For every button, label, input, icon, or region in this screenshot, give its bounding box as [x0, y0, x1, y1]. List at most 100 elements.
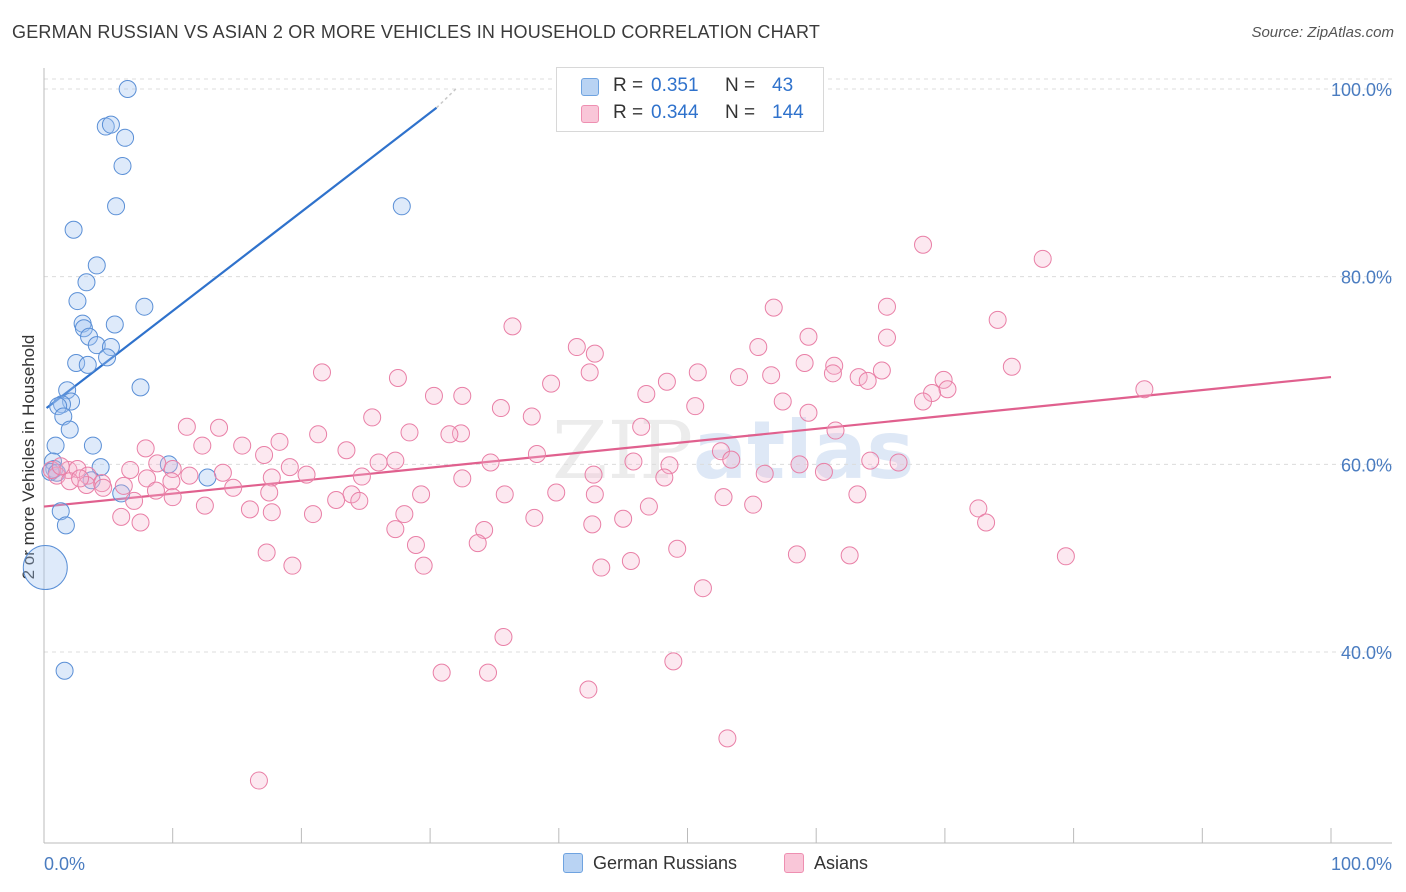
- asian-point: [849, 368, 868, 387]
- german-russian-point: [87, 256, 106, 275]
- asian-point: [412, 485, 431, 504]
- data-points: [22, 80, 1154, 790]
- bottom-legend-swatch-asians: [784, 853, 804, 873]
- german-russian-point: [58, 381, 77, 400]
- asian-point: [60, 472, 79, 491]
- german-russian-point: [67, 353, 86, 372]
- asian-point: [660, 456, 679, 475]
- asian-point: [388, 369, 407, 388]
- chart-title: GERMAN RUSSIAN VS ASIAN 2 OR MORE VEHICL…: [12, 22, 821, 42]
- asian-point: [481, 453, 500, 472]
- asian-point: [283, 556, 302, 575]
- german-russian-trend-line: [45, 106, 438, 409]
- german-russian-point: [56, 516, 75, 535]
- asian-point: [255, 445, 274, 464]
- german-russian-point: [91, 458, 110, 477]
- asian-point: [527, 445, 546, 464]
- asian-point: [121, 460, 140, 479]
- bottom-legend-swatch-german-russians: [563, 853, 583, 873]
- asian-point: [240, 500, 259, 519]
- german-russian-point: [131, 378, 150, 397]
- asian-point: [350, 491, 369, 510]
- asian-point: [51, 457, 70, 476]
- asian-point: [297, 465, 316, 484]
- legend-swatch-asians: [581, 105, 599, 123]
- asian-point: [977, 513, 996, 532]
- asian-point: [309, 425, 328, 444]
- asian-point: [637, 384, 656, 403]
- asian-point: [583, 515, 602, 534]
- legend-swatch-german-russians: [581, 78, 599, 96]
- asian-point: [823, 364, 842, 383]
- asian-point: [210, 418, 229, 437]
- asian-point: [249, 771, 268, 790]
- asian-point: [112, 507, 131, 526]
- asian-point: [624, 452, 643, 471]
- asian-point: [1002, 357, 1021, 376]
- asian-point: [522, 407, 541, 426]
- asian-point: [744, 495, 763, 514]
- asian-point: [260, 483, 279, 502]
- legend-n-label: N =: [725, 102, 756, 123]
- asian-point: [799, 403, 818, 422]
- asian-point: [162, 472, 181, 491]
- asian-point: [475, 521, 494, 540]
- legend-n-value: 43: [772, 75, 794, 96]
- asian-point: [453, 469, 472, 488]
- asian-point: [414, 556, 433, 575]
- asian-point: [312, 363, 331, 382]
- german-russian-point: [46, 436, 65, 455]
- asian-point: [934, 370, 953, 389]
- legend-r-value: 0.344: [651, 102, 699, 123]
- asian-point: [440, 425, 459, 444]
- tick-labels: 40.0% 60.0% 80.0% 100.0% 0.0% 100.0%: [44, 80, 1392, 874]
- asian-point: [94, 478, 113, 497]
- asian-point: [213, 463, 232, 482]
- asian-point: [406, 536, 425, 555]
- asian-point: [668, 539, 687, 558]
- asian-point: [773, 392, 792, 411]
- asian-point: [257, 543, 276, 562]
- german-russian-point: [22, 545, 68, 591]
- german-russian-point: [54, 407, 73, 426]
- asian-point: [621, 551, 640, 570]
- asian-point: [369, 453, 388, 472]
- german-russian-point: [77, 273, 96, 292]
- asian-point: [163, 488, 182, 507]
- asian-point: [579, 680, 598, 699]
- asian-point: [71, 469, 90, 488]
- asian-point: [262, 468, 281, 487]
- asian-point: [491, 399, 510, 418]
- asian-point: [592, 558, 611, 577]
- gridlines: [44, 78, 1392, 653]
- bottom-legend-label: Asians: [814, 853, 869, 873]
- legend-n-value: 144: [772, 102, 804, 123]
- legend-r-label: R =: [613, 102, 644, 123]
- asian-point: [639, 497, 658, 516]
- asian-point: [938, 380, 957, 399]
- asian-point: [270, 432, 289, 451]
- asian-point: [432, 663, 451, 682]
- asian-point: [195, 496, 214, 515]
- asian-point: [585, 344, 604, 363]
- asian-point: [479, 663, 498, 682]
- asian-point: [395, 505, 414, 524]
- asian-point: [137, 469, 156, 488]
- asian-point: [861, 451, 880, 470]
- asian-point: [657, 372, 676, 391]
- asian-point: [988, 310, 1007, 329]
- german-russian-point: [101, 338, 120, 357]
- source-attribution: Source: ZipAtlas.com: [1251, 24, 1394, 41]
- asian-point: [386, 451, 405, 470]
- asian-point: [352, 467, 371, 486]
- asian-point: [614, 509, 633, 528]
- legend-r-label: R =: [613, 75, 644, 96]
- asian-point: [858, 371, 877, 390]
- asian-point: [795, 353, 814, 372]
- asian-point: [400, 423, 419, 442]
- german-russian-point: [392, 197, 411, 216]
- german-russian-point: [83, 436, 102, 455]
- asian-point: [327, 490, 346, 509]
- bottom-legend-label: German Russians: [593, 853, 738, 873]
- german-russian-point: [64, 220, 83, 239]
